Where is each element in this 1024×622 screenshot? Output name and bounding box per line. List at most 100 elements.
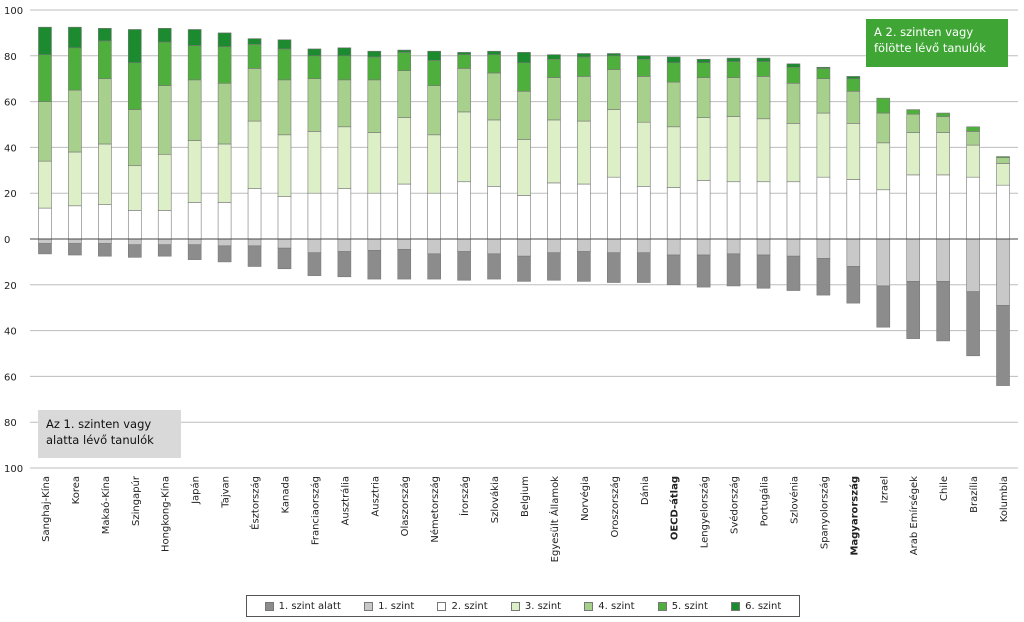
bar-segment bbox=[636, 58, 651, 77]
bar-segment bbox=[397, 49, 412, 53]
bar-segment bbox=[427, 192, 441, 240]
bar-segment bbox=[98, 40, 112, 80]
bar-segment bbox=[816, 238, 831, 259]
bar-segment bbox=[906, 109, 921, 115]
bar-segment bbox=[427, 85, 441, 136]
bar-segment bbox=[337, 188, 352, 240]
category-label: Észtország bbox=[249, 476, 262, 530]
bar-segment bbox=[517, 52, 531, 63]
bar-segment bbox=[457, 238, 471, 252]
bar-segment bbox=[547, 54, 561, 60]
bar-segment bbox=[816, 176, 831, 240]
bar-segment bbox=[906, 238, 921, 282]
bar-segment bbox=[427, 253, 441, 280]
legend-swatch bbox=[510, 601, 520, 611]
bar-segment bbox=[547, 252, 561, 281]
bar-segment bbox=[187, 79, 202, 141]
bar-segment bbox=[906, 174, 921, 240]
bar-segment bbox=[846, 266, 861, 304]
y-tick-label: 60 bbox=[4, 98, 17, 109]
bar-segment bbox=[157, 153, 172, 211]
callout-top-line1: A 2. szinten vagy bbox=[874, 25, 974, 39]
bar-segment bbox=[636, 55, 651, 60]
bar-segment bbox=[247, 68, 262, 122]
bar-segment bbox=[696, 62, 711, 78]
bar-segment bbox=[68, 47, 82, 91]
bar-segment bbox=[187, 202, 202, 240]
bar-segment bbox=[187, 29, 202, 46]
category-label: Kanada bbox=[280, 476, 291, 513]
callout-above-level2: A 2. szinten vagy fölötte lévő tanulók bbox=[866, 19, 1008, 67]
y-tick-label: 80 bbox=[4, 52, 17, 63]
bar-segment bbox=[577, 183, 591, 240]
bar-segment bbox=[936, 281, 950, 342]
bar-segment bbox=[816, 78, 831, 114]
bar-segment bbox=[397, 238, 412, 250]
bar-segment bbox=[98, 238, 112, 244]
bar-segment bbox=[666, 56, 681, 63]
bar-segment bbox=[906, 281, 921, 339]
bar-segment bbox=[607, 55, 621, 70]
bar-segment bbox=[756, 181, 771, 240]
bar-segment bbox=[457, 251, 471, 281]
bar-segment bbox=[966, 176, 980, 240]
bar-segment bbox=[187, 238, 202, 246]
bar-segment bbox=[307, 131, 322, 194]
bar-segment bbox=[397, 52, 412, 71]
bar-segment bbox=[636, 76, 651, 123]
bar-segment bbox=[666, 238, 681, 256]
bar-segment bbox=[906, 113, 921, 133]
bar-segment bbox=[816, 68, 831, 79]
bar-segment bbox=[577, 251, 591, 282]
category-label: Szlovákia bbox=[489, 476, 501, 523]
bar-segment bbox=[367, 79, 382, 133]
bar-segment bbox=[547, 119, 561, 184]
bar-segment bbox=[187, 45, 202, 81]
category-label: Brazília bbox=[968, 476, 980, 513]
bar-segment bbox=[966, 291, 980, 357]
bar-segment bbox=[217, 82, 232, 145]
bar-segment bbox=[247, 188, 262, 240]
bar-segment bbox=[756, 76, 771, 120]
category-label: Szlovénia bbox=[788, 476, 800, 524]
bar-segment bbox=[307, 252, 322, 276]
bar-segment bbox=[277, 48, 292, 81]
bar-segment bbox=[337, 47, 352, 57]
category-label: Japán bbox=[190, 476, 202, 505]
category-label: Ausztria bbox=[370, 476, 381, 517]
bar-segment bbox=[846, 76, 861, 80]
category-label: OECD-átlag bbox=[669, 476, 681, 540]
category-label: Sanghaj-Kína bbox=[40, 476, 52, 542]
category-label: Egyesült Államok bbox=[548, 476, 561, 563]
legend-label: 5. szint bbox=[671, 600, 708, 612]
y-tick-label: 20 bbox=[4, 189, 17, 200]
bar-segment bbox=[846, 238, 861, 267]
bar-segment bbox=[397, 249, 412, 280]
bar-segment bbox=[307, 78, 322, 132]
category-label: Izrael bbox=[879, 476, 890, 503]
bar-segment bbox=[666, 126, 681, 188]
bar-segment bbox=[427, 60, 441, 86]
bar-segment bbox=[187, 244, 202, 260]
bar-segment bbox=[636, 238, 651, 254]
bar-segment bbox=[726, 77, 741, 117]
y-tick-label: 80 bbox=[4, 418, 17, 429]
bar-segment bbox=[217, 143, 232, 203]
bar-segment bbox=[666, 81, 681, 128]
bar-segment bbox=[487, 72, 501, 121]
bar-segment bbox=[367, 56, 382, 81]
bar-segment bbox=[607, 252, 621, 283]
bar-segment bbox=[577, 76, 591, 122]
bar-segment bbox=[38, 54, 52, 102]
bar-segment bbox=[816, 66, 831, 69]
bar-segment bbox=[307, 192, 322, 240]
bar-segment bbox=[996, 163, 1010, 186]
bar-segment bbox=[307, 238, 322, 254]
bar-segment bbox=[457, 54, 471, 69]
bar-segment bbox=[127, 210, 142, 240]
bar-segment bbox=[337, 79, 352, 128]
bar-segment bbox=[607, 53, 621, 57]
bar-segment bbox=[157, 244, 172, 257]
bar-segment bbox=[996, 157, 1010, 164]
bar-segment bbox=[367, 250, 382, 280]
